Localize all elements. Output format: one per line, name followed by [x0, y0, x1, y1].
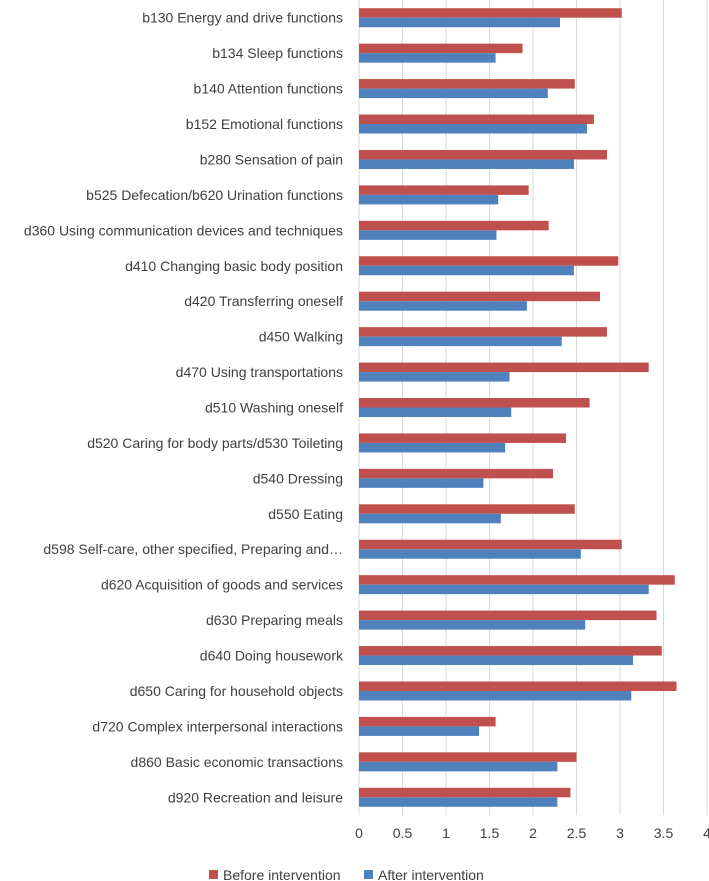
- bar-before: [359, 575, 675, 585]
- category-label: b152 Emotional functions: [186, 116, 343, 132]
- category-label: d510 Washing oneself: [205, 400, 343, 416]
- bar-before: [359, 149, 607, 160]
- x-tick-label: 3.5: [654, 825, 674, 841]
- category-label: d640 Doing housework: [200, 648, 344, 664]
- category-label: d720 Complex interpersonal interactions: [92, 718, 343, 734]
- bar-before: [359, 646, 662, 656]
- bar-before: [359, 291, 600, 302]
- x-tick-label: 0.5: [393, 825, 413, 841]
- category-label: d410 Changing basic body position: [125, 258, 343, 274]
- bar-before: [359, 539, 622, 550]
- x-tick-label: 0: [355, 825, 363, 841]
- bar-after: [359, 584, 649, 595]
- bar-before: [359, 256, 619, 266]
- bar-before: [359, 433, 567, 443]
- category-label: b525 Defecation/b620 Urination functions: [86, 187, 343, 203]
- bar-after: [359, 478, 484, 488]
- bar-after: [359, 655, 634, 666]
- legend-label-before: Before intervention: [223, 867, 341, 881]
- bar-after: [359, 726, 480, 736]
- x-tick-label: 3: [616, 825, 624, 841]
- x-tick-label: 4: [703, 825, 709, 841]
- bar-before: [359, 504, 575, 514]
- bar-after: [359, 620, 586, 630]
- bar-after: [359, 194, 499, 205]
- bar-after: [359, 407, 512, 417]
- category-label: d630 Preparing meals: [206, 612, 343, 628]
- bar-before: [359, 610, 657, 621]
- x-tick-label: 2.5: [567, 825, 587, 841]
- bar-after: [359, 513, 501, 524]
- x-tick-label: 1.5: [480, 825, 500, 841]
- bar-after: [359, 124, 587, 134]
- category-label: d860 Basic economic transactions: [131, 754, 343, 770]
- bar-before: [359, 398, 590, 408]
- bar-before: [359, 787, 571, 798]
- bar-before: [359, 752, 577, 762]
- bar-after: [359, 761, 558, 772]
- bar-before: [359, 220, 549, 231]
- bar-after: [359, 230, 497, 240]
- category-label: d650 Caring for household objects: [130, 683, 343, 699]
- bar-after: [359, 265, 574, 276]
- bar-before: [359, 43, 523, 54]
- category-label: d550 Eating: [268, 506, 343, 522]
- bar-after: [359, 549, 581, 559]
- bar-after: [359, 690, 632, 701]
- category-label: d598 Self-care, other specified, Prepari…: [43, 541, 343, 557]
- category-label: d620 Acquisition of goods and services: [101, 577, 343, 593]
- bar-after: [359, 301, 527, 311]
- bar-before: [359, 114, 594, 125]
- bar-after: [359, 159, 574, 169]
- bar-before: [359, 185, 529, 195]
- bar-before: [359, 79, 575, 89]
- bar-before: [359, 327, 607, 337]
- bar-after: [359, 336, 562, 347]
- category-label: b130 Energy and drive functions: [142, 10, 343, 26]
- bar-after: [359, 442, 506, 453]
- bar-after: [359, 53, 496, 63]
- category-label: b140 Attention functions: [194, 81, 343, 97]
- category-label: b134 Sleep functions: [212, 45, 343, 61]
- legend-swatch-after: [364, 870, 373, 879]
- x-tick-label: 1: [442, 825, 450, 841]
- x-tick-label: 2: [529, 825, 537, 841]
- bar-after: [359, 797, 558, 807]
- bar-before: [359, 681, 677, 691]
- bar-after: [359, 372, 510, 382]
- legend-swatch-before: [209, 870, 218, 879]
- category-label: d470 Using transportations: [176, 364, 343, 380]
- bar-after: [359, 17, 560, 28]
- category-label: d920 Recreation and leisure: [168, 789, 343, 805]
- category-label: d420 Transferring oneself: [184, 293, 343, 309]
- bar-after: [359, 88, 548, 99]
- category-label: d540 Dressing: [253, 470, 343, 486]
- category-label: d520 Caring for body parts/d530 Toiletin…: [87, 435, 343, 451]
- bar-before: [359, 468, 554, 479]
- bar-before: [359, 716, 496, 727]
- bar-before: [359, 362, 649, 373]
- legend-label-after: After intervention: [378, 867, 484, 881]
- category-label: b280 Sensation of pain: [200, 151, 343, 167]
- bar-before: [359, 8, 622, 18]
- category-label: d360 Using communication devices and tec…: [24, 222, 343, 238]
- category-label: d450 Walking: [259, 329, 343, 345]
